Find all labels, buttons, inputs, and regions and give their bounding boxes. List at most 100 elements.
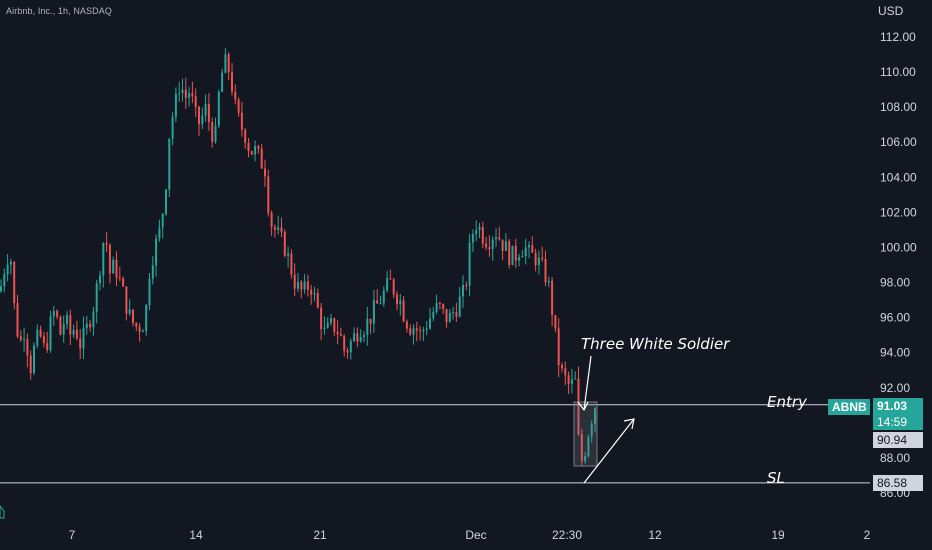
candle-body bbox=[290, 253, 293, 275]
candle-body bbox=[438, 302, 441, 305]
price-axis[interactable]: 112.00 110.00 108.00 106.00 104.00 102.00 100.… bbox=[880, 30, 917, 500]
candle-body bbox=[141, 330, 144, 333]
price-tick-label: 94.00 bbox=[880, 346, 910, 360]
candle-body bbox=[392, 279, 395, 295]
candle-body bbox=[570, 379, 573, 385]
candle-body bbox=[508, 241, 511, 265]
candle-body bbox=[551, 280, 554, 315]
candle-body bbox=[72, 329, 75, 335]
pattern-annotation[interactable]: Three White Soldier bbox=[581, 335, 730, 353]
candle-body bbox=[108, 244, 111, 274]
candle-body bbox=[204, 103, 207, 116]
candle-body bbox=[300, 281, 303, 290]
candle-body bbox=[287, 253, 290, 256]
candle-body bbox=[122, 278, 125, 287]
candle-body bbox=[310, 289, 313, 295]
entry-annotation[interactable]: Entry bbox=[767, 393, 807, 411]
candle-body bbox=[363, 335, 365, 337]
candle-body bbox=[158, 227, 161, 239]
candle-body bbox=[442, 304, 445, 310]
candle-body bbox=[171, 116, 174, 139]
candle-body bbox=[217, 91, 220, 126]
time-axis[interactable]: 7 14 21 Dec 22:30 12 19 2 bbox=[69, 528, 871, 542]
currency-label: USD bbox=[878, 4, 904, 18]
candle-body bbox=[39, 329, 42, 337]
candle-body bbox=[283, 231, 286, 256]
candle-body bbox=[326, 322, 329, 328]
candle-body bbox=[264, 168, 266, 177]
candle-body bbox=[181, 89, 184, 94]
candle-body bbox=[273, 227, 276, 230]
candle-body bbox=[465, 285, 468, 287]
candle-body bbox=[504, 241, 507, 251]
candle-body bbox=[224, 54, 227, 73]
candle-body bbox=[188, 92, 191, 98]
candle-body bbox=[174, 93, 177, 117]
candle-body bbox=[330, 318, 332, 323]
candle-body bbox=[99, 275, 101, 284]
candle-body bbox=[69, 315, 72, 335]
candle-body bbox=[405, 321, 408, 329]
candle-body bbox=[75, 329, 78, 339]
candle-body bbox=[6, 264, 9, 275]
entry-price-tag: 90.94 bbox=[873, 432, 923, 448]
candle-body bbox=[49, 316, 52, 350]
candle-body bbox=[359, 336, 362, 342]
candle-body bbox=[353, 333, 356, 342]
candle-body bbox=[201, 115, 204, 125]
price-tick-label: 100.00 bbox=[880, 240, 917, 254]
candle-body bbox=[277, 227, 280, 230]
candle-body bbox=[399, 300, 402, 305]
time-tick-label: 22:30 bbox=[552, 528, 582, 542]
time-tick-label: 19 bbox=[771, 528, 785, 542]
candle-body bbox=[537, 257, 540, 266]
candle-body bbox=[511, 245, 514, 265]
price-tick-label: 102.00 bbox=[880, 205, 917, 219]
target-arrow-head bbox=[623, 418, 635, 430]
candle-body bbox=[481, 227, 484, 244]
candle-body bbox=[320, 307, 323, 330]
candle-body bbox=[52, 310, 55, 317]
candle-body bbox=[135, 323, 138, 327]
candle-body bbox=[534, 252, 537, 266]
candle-body bbox=[594, 408, 596, 424]
candle-body bbox=[112, 259, 115, 274]
candle-body bbox=[547, 280, 550, 283]
candle-body bbox=[445, 309, 448, 323]
candle-body bbox=[584, 456, 587, 462]
candle-body bbox=[528, 245, 530, 248]
candle-body bbox=[250, 150, 253, 155]
candle-body bbox=[544, 259, 547, 283]
candle-body bbox=[432, 311, 435, 319]
candle-body bbox=[227, 54, 230, 73]
candle-body bbox=[343, 335, 346, 351]
candle-body bbox=[564, 368, 567, 376]
candle-body bbox=[376, 300, 379, 304]
candle-body bbox=[458, 296, 461, 317]
candle-body bbox=[580, 434, 583, 462]
sl-annotation[interactable]: SL bbox=[767, 469, 785, 487]
candle-body bbox=[105, 243, 108, 245]
candle-body bbox=[231, 72, 233, 92]
candle-body bbox=[567, 375, 570, 385]
candle-body bbox=[471, 234, 474, 243]
candle-body bbox=[59, 316, 62, 335]
candle-body bbox=[214, 125, 217, 142]
candle-body bbox=[541, 257, 544, 260]
candle-body bbox=[495, 237, 497, 240]
candle-body bbox=[561, 365, 563, 369]
candle-body bbox=[151, 265, 154, 279]
candle-body bbox=[531, 245, 534, 253]
horizontal-lines bbox=[0, 404, 870, 484]
price-tick-label: 108.00 bbox=[880, 100, 917, 114]
price-tick-label: 106.00 bbox=[880, 135, 917, 149]
candle-body bbox=[194, 96, 197, 107]
price-tick-label: 92.00 bbox=[880, 381, 910, 395]
candle-body bbox=[429, 318, 431, 329]
candle-body bbox=[462, 285, 464, 297]
candle-body bbox=[95, 283, 98, 312]
candle-body bbox=[336, 331, 339, 335]
price-tick-label: 110.00 bbox=[880, 65, 916, 79]
candle-body bbox=[313, 293, 316, 295]
